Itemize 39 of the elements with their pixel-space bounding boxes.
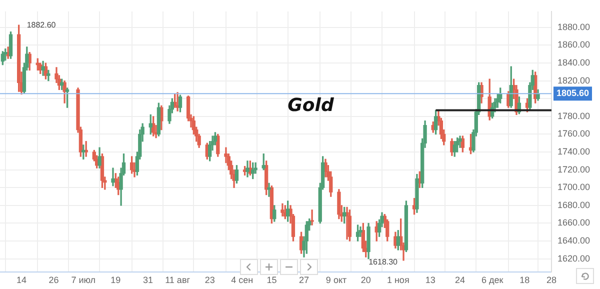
annotation: Gold — [288, 95, 335, 116]
x-tick-label: 14 — [16, 275, 27, 286]
y-tick-label: 1660.00 — [557, 218, 590, 228]
x-tick-label: 31 — [142, 275, 153, 286]
x-tick-label: 26 — [48, 275, 59, 286]
x-tick-label: 9 окт — [326, 275, 347, 286]
x-tick-label: 19 — [110, 275, 121, 286]
y-tick-label: 1840.00 — [557, 58, 590, 68]
x-tick-label: 23 — [204, 275, 215, 286]
x-tick-label: 11 авг — [165, 275, 191, 286]
ref-line-label: 1805.60 — [556, 88, 590, 98]
candlestick — [111, 168, 115, 186]
x-tick-label: 15 — [266, 275, 277, 286]
x-tick-label: 18 — [520, 275, 530, 286]
x-tick-label: 24 — [454, 275, 466, 286]
y-tick-label: 1620.00 — [557, 253, 590, 264]
y-tick-label: 1680.00 — [557, 200, 590, 210]
y-tick-label: 1740.00 — [557, 146, 590, 157]
y-tick-label: 1860.00 — [557, 40, 590, 50]
x-tick-label: 1 ноя — [386, 275, 410, 286]
y-tick-label: 1760.00 — [557, 128, 590, 139]
y-tick-label: 1720.00 — [557, 164, 590, 174]
y-tick-label: 1820.00 — [557, 75, 590, 86]
candlestick — [46, 70, 50, 82]
y-tick-label: 1700.00 — [557, 182, 590, 192]
x-tick-label: 6 дек — [481, 275, 504, 286]
x-tick-label: 27 — [298, 275, 309, 286]
x-tick-label: 28 — [546, 275, 556, 286]
x-tick-label: 4 сен — [231, 275, 254, 286]
x-tick-label: 7 июл — [71, 275, 96, 286]
candlestick — [267, 182, 271, 197]
annotation: 1882.60 — [26, 20, 56, 30]
y-tick-label: 1780.00 — [557, 110, 590, 121]
candlestick — [310, 210, 314, 226]
y-tick-label: 1640.00 — [557, 236, 590, 246]
x-tick-label: 20 — [360, 275, 371, 286]
y-tick-label: 1880.00 — [557, 22, 590, 32]
annotation: 1618.30 — [368, 258, 398, 267]
x-tick-label: 13 — [425, 275, 436, 286]
